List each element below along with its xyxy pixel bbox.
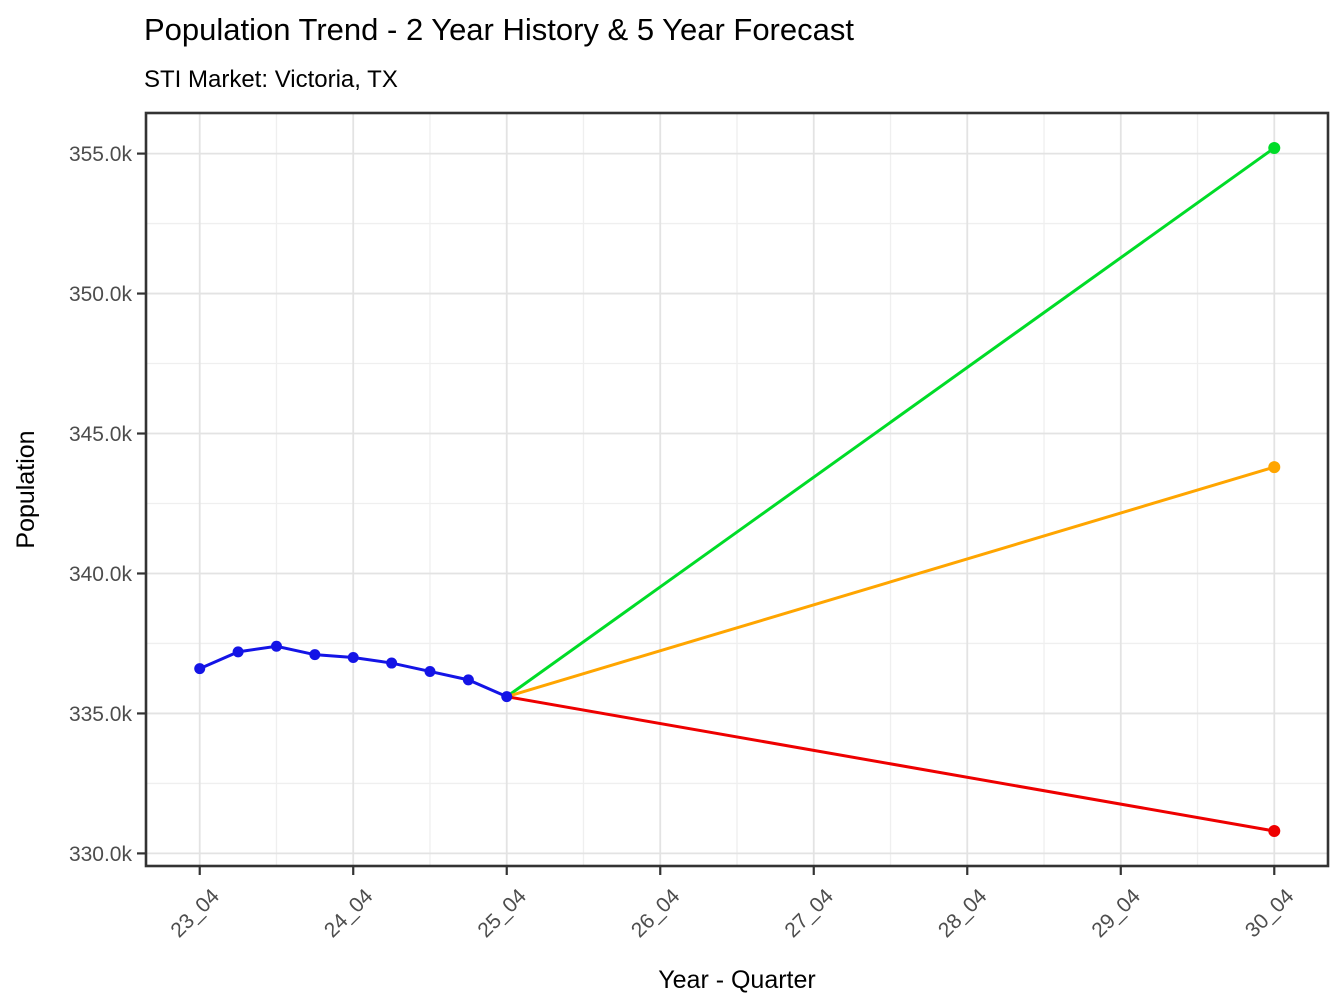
y-tick-label: 350.0k xyxy=(69,283,133,306)
x-tick-label: 29_04 xyxy=(1087,884,1145,942)
x-tick-label: 30_04 xyxy=(1241,884,1299,942)
forecast-high-point xyxy=(1268,141,1281,154)
history-point xyxy=(347,651,359,663)
forecast-mid-line xyxy=(506,465,1275,699)
y-tick-label: 330.0k xyxy=(69,843,133,866)
x-axis-title: Year - Quarter xyxy=(658,966,815,994)
x-tick-label: 23_04 xyxy=(166,884,224,942)
history-point xyxy=(386,657,398,669)
y-tick-label: 340.0k xyxy=(69,563,133,586)
forecast-low-line xyxy=(506,695,1275,833)
x-tick-label: 26_04 xyxy=(627,884,685,942)
forecast-mid-point xyxy=(1268,461,1281,474)
y-tick-label: 345.0k xyxy=(69,423,133,446)
data-series-markers xyxy=(194,141,1281,838)
history-point xyxy=(232,646,244,658)
chart-subtitle: STI Market: Victoria, TX xyxy=(144,66,398,93)
major-gridlines xyxy=(146,113,1328,866)
y-tick-label: 335.0k xyxy=(69,703,133,726)
history-point xyxy=(270,640,282,652)
history-point xyxy=(501,691,513,703)
axis-tick-marks xyxy=(137,152,1276,875)
history-point xyxy=(309,649,321,661)
history-point xyxy=(462,674,474,686)
x-tick-label: 28_04 xyxy=(934,884,992,942)
x-tick-label: 27_04 xyxy=(780,884,838,942)
chart-title: Population Trend - 2 Year History & 5 Ye… xyxy=(144,12,854,47)
forecast-high-line xyxy=(505,146,1276,698)
y-axis-title: Population xyxy=(12,430,40,548)
x-tick-label: 25_04 xyxy=(473,884,531,942)
forecast-low-point xyxy=(1268,825,1281,838)
y-tick-label: 355.0k xyxy=(69,143,133,166)
panel-border xyxy=(144,111,1330,868)
x-tick-label: 24_04 xyxy=(320,884,378,942)
minor-gridlines xyxy=(146,113,1328,866)
history-point xyxy=(424,665,436,677)
history-point xyxy=(194,663,206,675)
